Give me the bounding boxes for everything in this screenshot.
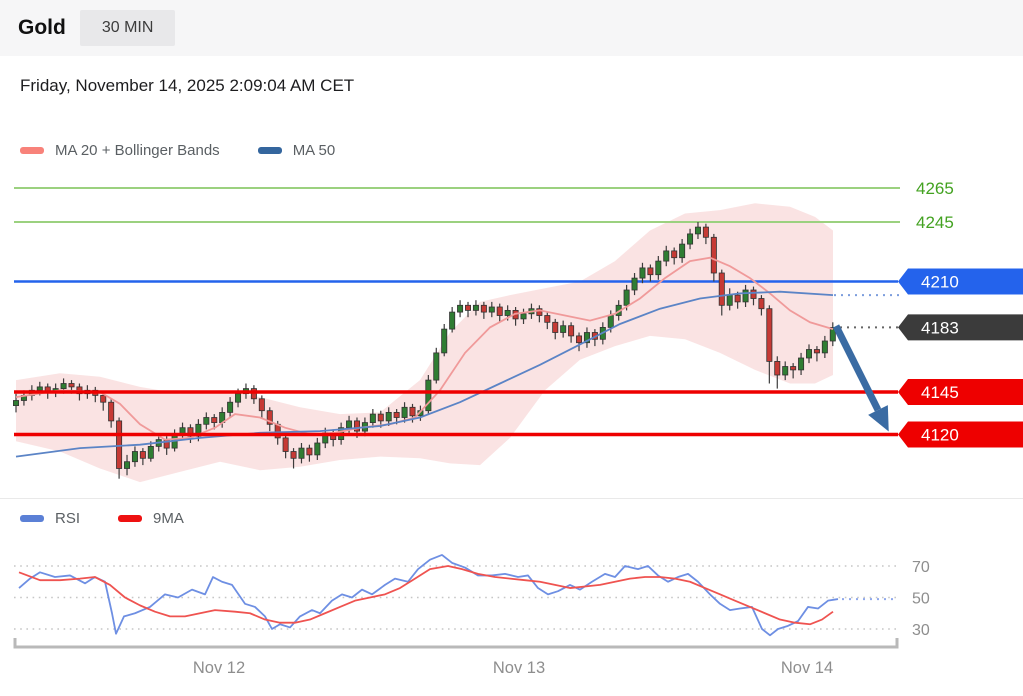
header: Gold 30 MIN [0,0,1023,56]
price-tag-4120-text: 4120 [921,426,959,445]
instrument-title: Gold [18,16,66,39]
rsi-legend: RSI 9MA [20,510,212,527]
legend-label: MA 50 [292,142,336,159]
legend-item-9ma[interactable]: 9MA [118,510,184,527]
9ma-line [18,565,834,626]
price-tag-4145-text: 4145 [921,383,959,402]
price-tag-4120 [898,421,1023,448]
rsi-line [18,554,839,637]
x-tick-nov-14: Nov 14 [781,659,833,677]
legend-label: 9MA [153,510,184,527]
legend-label: MA 20 + Bollinger Bands [55,142,220,159]
rsi-tick-label-30: 30 [912,622,930,639]
price-label-4265: 4265 [916,179,954,198]
down-arrow-annotation [832,324,882,412]
rsi-tick-label-50: 50 [912,591,930,608]
nine-ma-swatch-icon [118,515,143,522]
rsi-tick-label-70: 70 [912,559,930,576]
ma20-line [15,256,834,441]
ma20-bollinger-swatch-icon [20,147,44,154]
rsi-swatch-icon [20,515,44,522]
legend-item-rsi[interactable]: RSI [20,510,80,527]
down-arrow-head-icon [868,405,889,432]
main-chart-legend: MA 20 + Bollinger Bands MA 50 [20,142,363,159]
section-divider [0,498,1023,499]
rsi-indicator-chart[interactable]: 70 50 30 Nov 12 Nov 13 Nov 14 [0,535,1023,695]
last-price-tag [898,314,1023,341]
timeframe-badge[interactable]: 30 MIN [79,10,176,46]
price-label-4245: 4245 [916,213,954,232]
legend-item-ma20-bollinger[interactable]: MA 20 + Bollinger Bands [20,142,220,159]
x-tick-nov-13: Nov 13 [493,659,545,677]
legend-item-ma50[interactable]: MA 50 [257,142,336,159]
bollinger-band-area [16,203,833,483]
legend-label: RSI [55,510,81,527]
datetime-label: Friday, November 14, 2025 2:09:04 AM CET [20,76,355,95]
x-tick-nov-12: Nov 12 [193,659,245,677]
last-price-tag-text: 4183 [921,318,959,337]
x-axis-line [13,638,899,649]
price-tag-4210 [898,268,1023,295]
price-tag-4210-text: 4210 [921,273,959,292]
price-tag-4145 [898,379,1023,405]
main-price-chart[interactable]: 4265 4245 4210 4145 4120 4183 [0,168,1023,498]
ma50-swatch-icon [257,147,282,154]
